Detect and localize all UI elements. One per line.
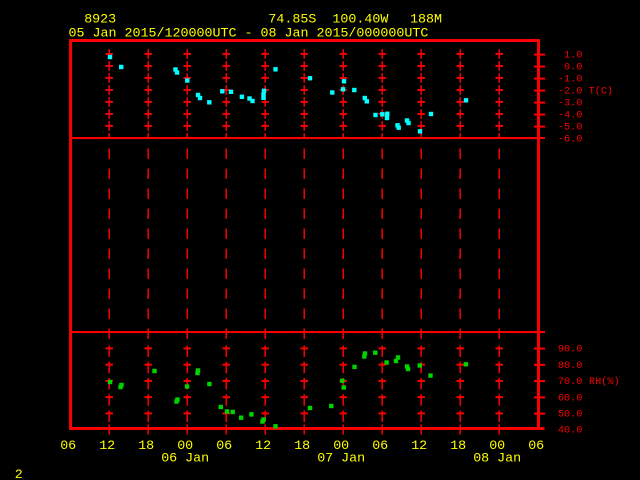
svg-text:-6.0: -6.0 bbox=[558, 135, 582, 146]
svg-text:12: 12 bbox=[99, 439, 115, 454]
svg-text:18: 18 bbox=[450, 439, 466, 454]
svg-text:18: 18 bbox=[138, 439, 154, 454]
svg-text:12: 12 bbox=[255, 439, 271, 454]
svg-text:00: 00 bbox=[177, 439, 193, 454]
svg-text:8923: 8923 bbox=[84, 13, 116, 28]
svg-text:100.40W: 100.40W bbox=[332, 13, 388, 28]
svg-text:40.0: 40.0 bbox=[558, 426, 582, 437]
svg-text:-4.0: -4.0 bbox=[558, 111, 582, 122]
svg-text:07 Jan: 07 Jan bbox=[317, 451, 365, 466]
svg-text:-2.0: -2.0 bbox=[558, 87, 582, 98]
svg-text:80.0: 80.0 bbox=[558, 361, 582, 372]
svg-text:T(C): T(C) bbox=[589, 86, 613, 98]
svg-text:18: 18 bbox=[294, 439, 310, 454]
svg-text:60.0: 60.0 bbox=[558, 393, 582, 404]
svg-text:50.0: 50.0 bbox=[558, 410, 582, 421]
svg-text:188M: 188M bbox=[410, 13, 442, 28]
svg-text:2: 2 bbox=[15, 468, 23, 480]
svg-text:00: 00 bbox=[333, 439, 349, 454]
svg-text:12: 12 bbox=[411, 439, 427, 454]
svg-text:70.0: 70.0 bbox=[558, 377, 582, 388]
svg-text:-1.0: -1.0 bbox=[558, 75, 582, 86]
svg-text:90.0: 90.0 bbox=[558, 345, 582, 356]
svg-text:RH(%): RH(%) bbox=[589, 376, 620, 388]
svg-text:0.0: 0.0 bbox=[564, 63, 582, 74]
svg-text:-3.0: -3.0 bbox=[558, 99, 582, 110]
svg-text:-5.0: -5.0 bbox=[558, 123, 582, 134]
svg-text:06: 06 bbox=[216, 439, 232, 454]
svg-text:06: 06 bbox=[60, 439, 76, 454]
svg-text:08 Jan: 08 Jan bbox=[473, 451, 521, 466]
svg-text:1.0: 1.0 bbox=[564, 51, 582, 62]
svg-text:74.85S: 74.85S bbox=[268, 13, 316, 28]
svg-text:06: 06 bbox=[528, 439, 544, 454]
svg-text:05 Jan 2015/120000UTC - 08 Jan: 05 Jan 2015/120000UTC - 08 Jan 2015/0000… bbox=[69, 27, 429, 42]
svg-text:06 Jan: 06 Jan bbox=[161, 451, 209, 466]
svg-text:06: 06 bbox=[372, 439, 388, 454]
svg-text:00: 00 bbox=[489, 439, 505, 454]
